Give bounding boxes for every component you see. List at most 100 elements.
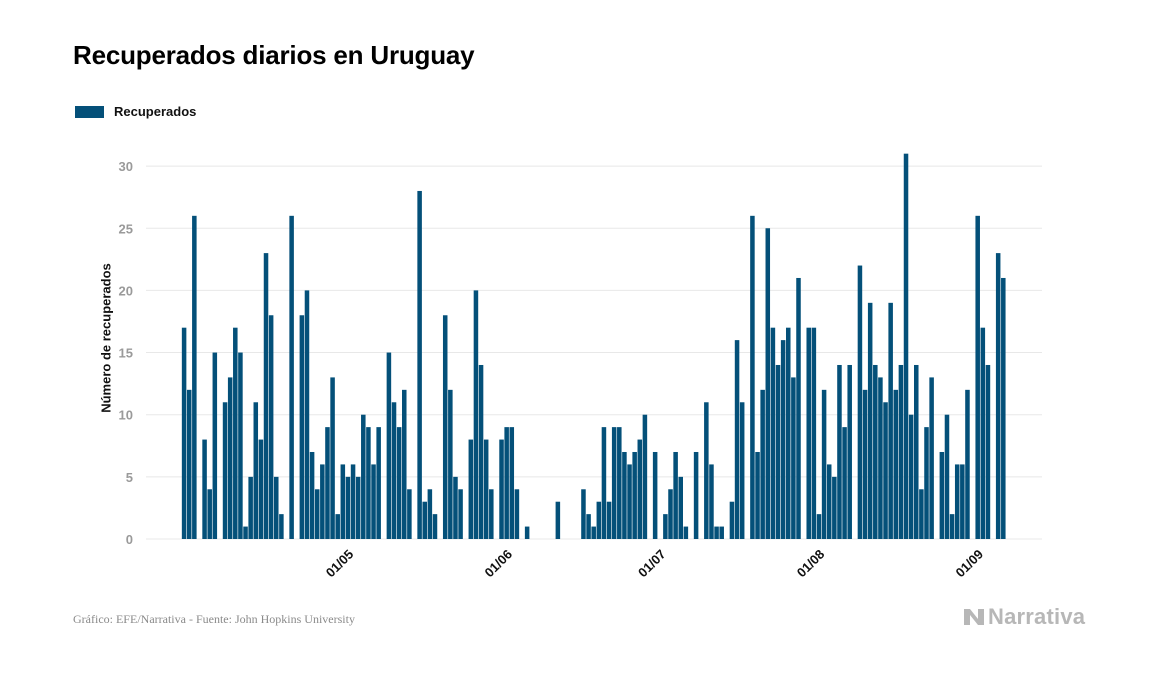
bar xyxy=(832,476,837,539)
legend-swatch xyxy=(75,105,104,118)
bar xyxy=(186,389,192,539)
y-tick-label: 30 xyxy=(119,159,133,174)
bar xyxy=(417,190,422,539)
bar xyxy=(499,439,504,539)
bar xyxy=(862,389,868,539)
bar xyxy=(222,402,228,539)
bar xyxy=(514,489,520,539)
brand-name: Narrativa xyxy=(988,604,1086,629)
bar xyxy=(729,501,735,539)
bar xyxy=(586,514,591,539)
bar xyxy=(796,277,801,539)
bar xyxy=(842,427,847,539)
bar xyxy=(309,451,315,539)
bar xyxy=(407,489,412,539)
bar xyxy=(601,427,607,539)
narrativa-logo-icon xyxy=(964,609,984,625)
bar xyxy=(857,265,863,539)
bar xyxy=(632,451,637,539)
brand-logo: Narrativa xyxy=(963,604,1085,630)
bar xyxy=(837,364,842,539)
bar xyxy=(826,464,832,539)
bar xyxy=(314,489,320,539)
bar xyxy=(248,476,253,539)
bar xyxy=(320,464,325,539)
bar xyxy=(980,327,986,539)
y-tick-label: 20 xyxy=(119,283,133,298)
bar xyxy=(709,464,714,539)
bar xyxy=(929,377,934,539)
x-axis-ticks: 01/05 01/06 01/07 01/08 01/09 xyxy=(323,547,986,581)
bar xyxy=(678,476,683,539)
bar xyxy=(391,402,397,539)
x-tick-label: 01/05 xyxy=(323,547,357,581)
bar xyxy=(622,451,627,539)
bar xyxy=(755,451,760,539)
bar xyxy=(181,327,187,539)
bar xyxy=(673,451,678,539)
bar xyxy=(483,439,489,539)
bar xyxy=(402,389,407,539)
bar xyxy=(617,427,622,539)
bar xyxy=(949,514,955,539)
bar xyxy=(258,439,264,539)
bar xyxy=(878,377,883,539)
bar xyxy=(253,402,259,539)
bar xyxy=(1001,277,1006,539)
bar xyxy=(355,476,361,539)
bar xyxy=(683,526,689,539)
bar xyxy=(960,464,965,539)
bar xyxy=(704,402,709,539)
bar xyxy=(924,427,929,539)
bar xyxy=(335,514,340,539)
bar xyxy=(192,215,197,539)
bar xyxy=(555,501,561,539)
bar xyxy=(274,476,279,539)
bar xyxy=(299,315,305,539)
bars xyxy=(181,153,1006,540)
bar xyxy=(739,402,745,539)
bar xyxy=(473,290,479,539)
bar xyxy=(279,514,284,539)
bar xyxy=(396,427,402,539)
bar xyxy=(750,215,755,539)
bar xyxy=(489,489,494,539)
bar xyxy=(888,302,893,539)
source-note: Gráfico: EFE/Narrativa - Fuente: John Ho… xyxy=(73,612,355,626)
bar xyxy=(714,526,719,539)
bar xyxy=(207,489,212,539)
bar xyxy=(386,352,392,539)
bar xyxy=(340,464,346,539)
bar xyxy=(873,364,878,539)
bar xyxy=(975,215,980,539)
bar xyxy=(954,464,960,539)
bar xyxy=(596,501,602,539)
legend-label: Recuperados xyxy=(114,104,197,119)
bar xyxy=(908,414,914,539)
bar xyxy=(376,427,381,539)
bar xyxy=(448,389,453,539)
y-tick-label: 0 xyxy=(126,532,133,547)
bar xyxy=(765,228,771,539)
bar xyxy=(304,290,310,539)
bar xyxy=(893,389,899,539)
bar xyxy=(627,464,632,539)
bar xyxy=(268,315,274,539)
bar xyxy=(289,215,294,539)
x-tick-label: 01/09 xyxy=(953,547,987,581)
bar xyxy=(734,340,740,539)
bar xyxy=(366,427,371,539)
bar xyxy=(243,526,248,539)
bar xyxy=(427,489,433,539)
bar xyxy=(453,476,458,539)
bar xyxy=(919,489,924,539)
legend: Recuperados xyxy=(75,104,196,119)
bar xyxy=(468,439,474,539)
bar xyxy=(606,501,612,539)
bar xyxy=(581,489,586,539)
bar xyxy=(325,427,330,539)
bar xyxy=(371,464,376,539)
y-tick-label: 25 xyxy=(119,221,133,236)
x-tick-label: 01/07 xyxy=(635,547,669,581)
